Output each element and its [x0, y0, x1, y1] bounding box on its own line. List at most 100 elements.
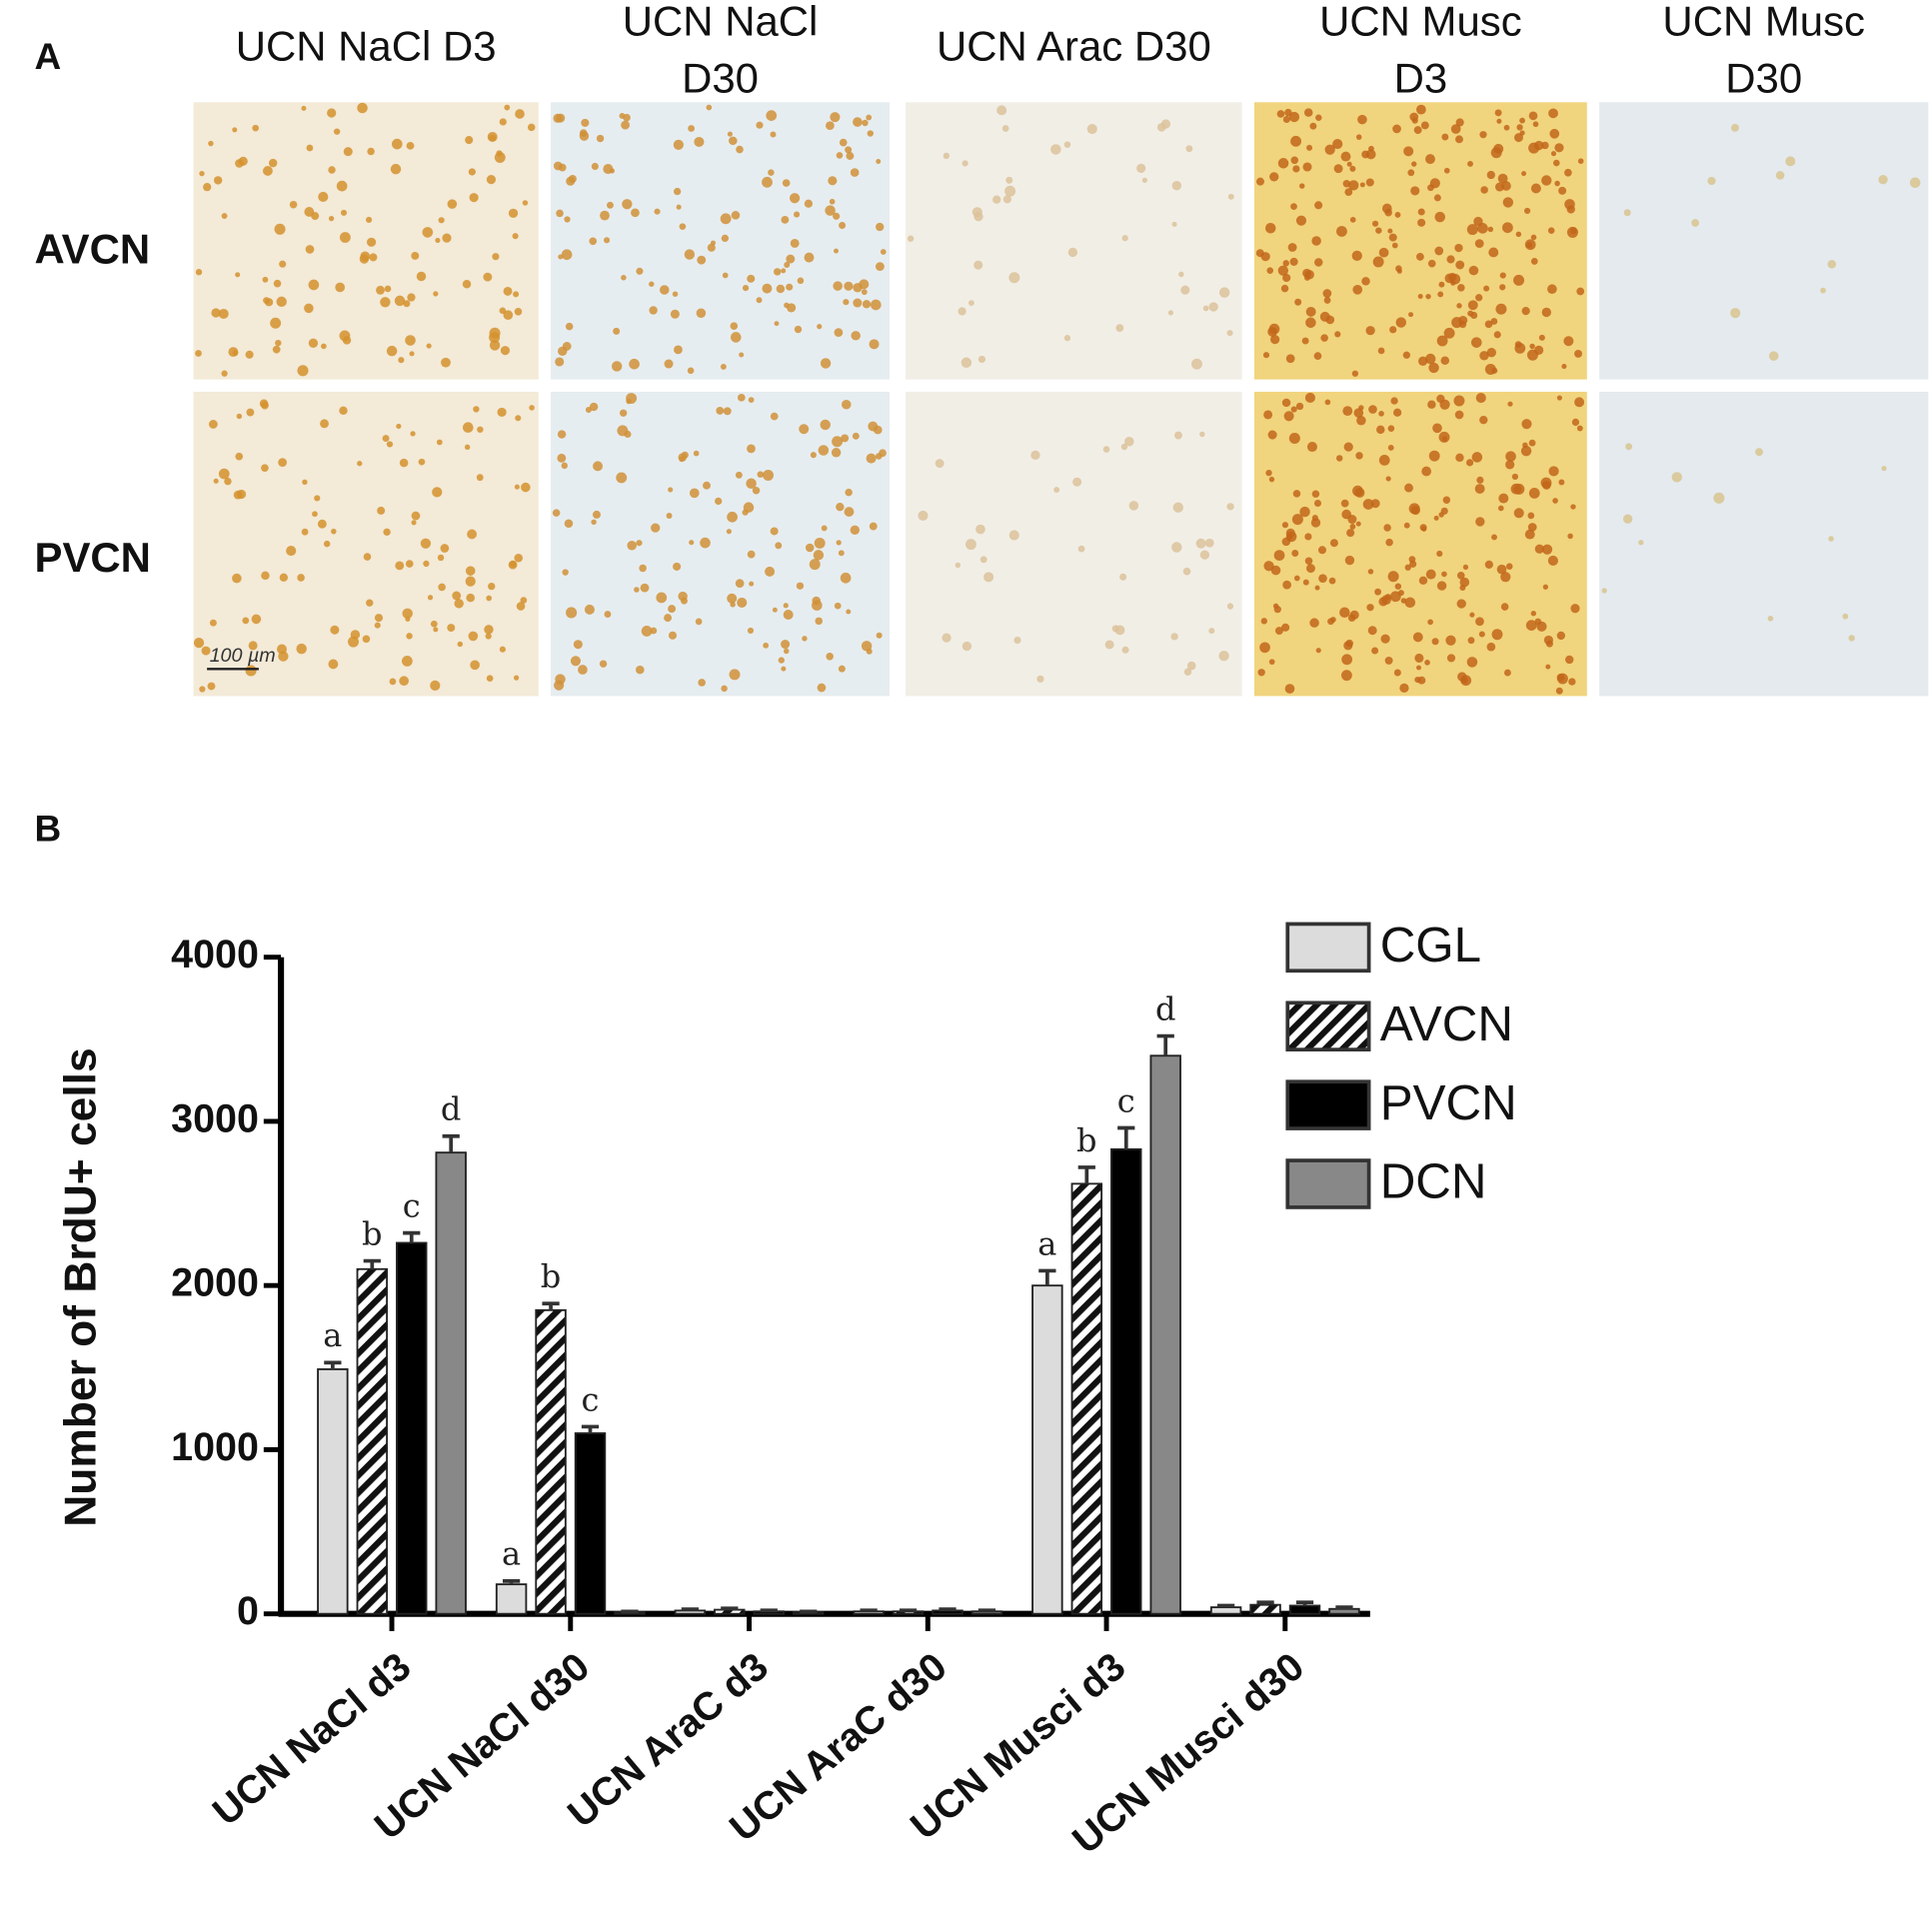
error-bar: [760, 1608, 778, 1613]
cell: [804, 252, 815, 263]
cell: [839, 222, 847, 230]
micrograph: [1253, 391, 1587, 697]
cell: [832, 436, 844, 448]
cell: [1498, 493, 1509, 504]
cell: [715, 497, 723, 506]
cell: [1433, 194, 1441, 202]
cell: [942, 633, 952, 643]
cell: [1304, 270, 1314, 280]
cell: [1416, 665, 1421, 671]
cell: [729, 669, 741, 681]
cell: [1474, 239, 1484, 249]
cell: [213, 478, 219, 484]
cell: [1421, 526, 1427, 532]
cell: [1459, 577, 1470, 588]
cell: [1383, 524, 1391, 532]
annotation: c: [1117, 1081, 1135, 1119]
cell: [649, 306, 658, 315]
cell: [1568, 678, 1576, 686]
cell: [592, 510, 601, 519]
cell: [1268, 476, 1275, 483]
cell: [1432, 423, 1442, 434]
cell: [1361, 277, 1370, 286]
cell: [821, 525, 828, 532]
cell: [859, 279, 870, 290]
cell: [357, 461, 363, 467]
cell: [1768, 351, 1779, 361]
cell: [401, 656, 413, 667]
cell: [814, 537, 826, 549]
cell: [1351, 370, 1359, 377]
bar: [1209, 1606, 1242, 1615]
cell: [552, 509, 561, 517]
cell: [333, 128, 341, 135]
bar: [396, 1241, 428, 1615]
cell: [737, 597, 748, 608]
cell: [452, 591, 462, 601]
cell: [1425, 293, 1431, 300]
annotation: c: [582, 1380, 600, 1418]
cell: [246, 408, 255, 417]
cell: [1341, 654, 1353, 666]
cell: [279, 260, 287, 268]
cell: [328, 659, 339, 670]
cell: [1827, 260, 1837, 269]
cell: [1567, 533, 1573, 540]
cell: [464, 444, 471, 450]
cell: [703, 481, 711, 490]
cell: [1355, 521, 1361, 527]
cell: [1499, 284, 1506, 291]
cell: [503, 310, 514, 321]
cell: [486, 675, 494, 683]
cell: [838, 550, 845, 557]
cell: [301, 105, 307, 111]
cell: [1730, 308, 1741, 319]
cell: [1505, 451, 1516, 462]
cell: [1436, 394, 1445, 404]
cell: [640, 583, 650, 593]
cell: [430, 620, 438, 628]
cell: [1276, 110, 1285, 118]
cell: [694, 136, 705, 148]
cell: [488, 582, 496, 591]
cell: [1013, 636, 1021, 645]
cell: [1469, 612, 1475, 618]
cell: [1471, 452, 1483, 463]
cell: [1355, 452, 1363, 460]
cell: [499, 118, 507, 126]
cell: [786, 283, 794, 291]
cell: [1490, 318, 1498, 325]
cell: [318, 191, 329, 202]
cell: [1525, 620, 1537, 631]
cell: [1124, 437, 1134, 447]
cell: [1340, 499, 1349, 508]
cell: [558, 254, 564, 260]
cell: [975, 524, 985, 535]
cell: [1381, 595, 1391, 606]
cell: [566, 607, 578, 619]
cell: [1496, 564, 1507, 575]
error-bar: [1295, 1600, 1314, 1606]
cell: [935, 459, 945, 468]
cell: [489, 327, 501, 339]
cell: [1268, 323, 1280, 335]
cell: [435, 237, 441, 244]
cell: [1281, 398, 1291, 408]
cell: [374, 622, 381, 629]
cell: [1416, 104, 1426, 115]
cell: [1357, 114, 1367, 125]
cell: [1540, 477, 1552, 489]
cell: [422, 227, 434, 238]
cell: [1486, 170, 1495, 180]
cell: [437, 554, 445, 562]
cell: [621, 275, 627, 281]
cell: [1456, 599, 1466, 609]
cell: [268, 158, 278, 168]
cell: [1519, 130, 1525, 136]
cell: [1530, 611, 1537, 617]
cell: [626, 398, 632, 405]
cell: [1427, 619, 1433, 626]
cell: [1412, 632, 1423, 643]
cell: [1339, 607, 1350, 618]
cell: [730, 322, 739, 331]
